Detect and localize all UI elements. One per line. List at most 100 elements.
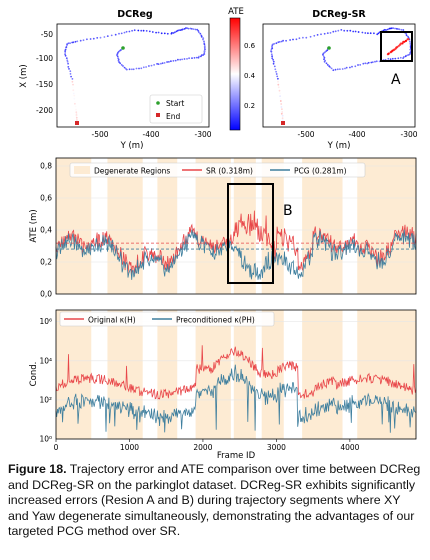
trajectory-point [72, 41, 75, 44]
ate-ytick: 0,8 [40, 162, 52, 171]
preconditioned-cond-line [55, 364, 417, 433]
trajectory-point [110, 34, 113, 37]
caption-text: Trajectory error and ATE comparison over… [8, 462, 421, 539]
trajectory-point [195, 56, 198, 59]
trajectory-point [277, 77, 279, 80]
trajectory-point [302, 36, 304, 39]
high-error-point [387, 52, 390, 55]
trajectory-point [72, 86, 74, 89]
colorbar [229, 17, 241, 131]
trajectory-point [193, 57, 196, 59]
trajectory-point [272, 60, 275, 63]
region-b-label: B [283, 203, 293, 219]
trajectory-point [406, 54, 409, 57]
trajectory-point [114, 33, 117, 36]
trajectory-point [329, 32, 332, 34]
trajectory-point [404, 55, 407, 58]
trajectory-point [326, 32, 329, 34]
trajectory-point [163, 62, 166, 64]
start-marker [156, 101, 160, 105]
trajectory-point [120, 49, 122, 51]
trajectory-point [272, 62, 275, 65]
colorbar-label: ATE [228, 7, 244, 17]
cond-legend: Original κ(H) Preconditioned κ(PH) [59, 311, 275, 327]
trajectory-point [203, 40, 205, 43]
trajectory-point [345, 66, 348, 69]
degenerate-region [157, 310, 178, 439]
dcregsr-x-ticks: -500 -400 -300 [297, 130, 417, 139]
trajectory-point [275, 42, 278, 45]
trajectory-point [186, 27, 189, 30]
trajectory-point [279, 100, 282, 102]
trajectory-point [182, 28, 184, 31]
legend-sr-label: SR (0.318m) [206, 167, 253, 176]
dcreg-ytick: -150 [36, 80, 53, 89]
trajectory-point [176, 29, 179, 32]
legend-end-label: End [166, 112, 180, 121]
trajectory-point [151, 31, 154, 33]
trajectory-point [200, 55, 202, 58]
trajectory-point [66, 59, 69, 62]
trajectory-point [271, 57, 274, 60]
trajectory-point [120, 64, 123, 66]
trajectory-point [364, 32, 367, 34]
trajectory-point [150, 64, 153, 67]
colorbar-ticks: 0.6 0.4 0.2 [244, 42, 256, 110]
cond-xtick: 1000 [120, 443, 139, 452]
figure-caption: Figure 18. Trajectory error and ATE comp… [8, 462, 422, 540]
trajectory-point [281, 108, 283, 110]
legend-shade-swatch [74, 166, 90, 174]
high-error-point [407, 38, 410, 41]
dcreg-y-ticks: -50 -100 -150 -200 [36, 30, 53, 115]
trajectory-point [281, 114, 284, 117]
trajectory-point [82, 39, 85, 42]
dcregsr-axes-frame [262, 23, 416, 128]
trajectory-point [377, 32, 380, 35]
trajectory-point [280, 40, 283, 43]
high-error-point [391, 49, 394, 52]
ate-series [55, 210, 417, 280]
trajectory-point [280, 103, 283, 105]
trajectory-point [277, 80, 279, 83]
trajectory-point [174, 31, 176, 34]
trajectory-point [197, 30, 200, 32]
degenerate-region [56, 158, 92, 294]
ate-ytick: 0,2 [40, 258, 52, 267]
trajectory-point [170, 60, 172, 63]
trajectory-point [122, 65, 124, 67]
trajectory-point [194, 28, 197, 31]
trajectory-point [103, 36, 106, 38]
trajectory-point [202, 54, 205, 56]
trajectory-point [191, 57, 193, 59]
trajectory-point [192, 28, 195, 30]
trajectory-point [196, 28, 199, 31]
cond-ytick: 10⁶ [39, 317, 52, 326]
trajectory-point [179, 58, 182, 61]
trajectory-point [405, 33, 408, 35]
dcregsr-xtick: -300 [400, 130, 417, 139]
trajectory-point [330, 67, 333, 70]
degenerate-region [233, 310, 256, 439]
legend-box [149, 94, 203, 124]
colorbar-tick: 0.4 [244, 72, 256, 80]
trajectory-point [273, 42, 276, 45]
trajectory-point [166, 61, 169, 63]
trajectory-point [370, 61, 373, 64]
trajectory-point [289, 39, 291, 41]
trajectory-point [276, 75, 279, 78]
trajectory-point [323, 32, 326, 35]
trajectory-point [392, 27, 394, 29]
dcregsr-title: DCReg-SR [312, 9, 366, 20]
trajectory-point [336, 68, 339, 71]
trajectory-point [278, 89, 281, 92]
trajectory-point [280, 106, 283, 108]
end-marker [156, 113, 160, 117]
trajectory-point [138, 67, 140, 70]
trajectory-point [278, 41, 281, 43]
region-b-box [227, 183, 274, 284]
trajectory-point [73, 94, 76, 97]
dcreg-xtick: -500 [91, 130, 108, 139]
cond-xtick: 3000 [267, 443, 286, 452]
trajectory-point [69, 70, 72, 73]
dcreg-legend: Start End [149, 94, 203, 124]
